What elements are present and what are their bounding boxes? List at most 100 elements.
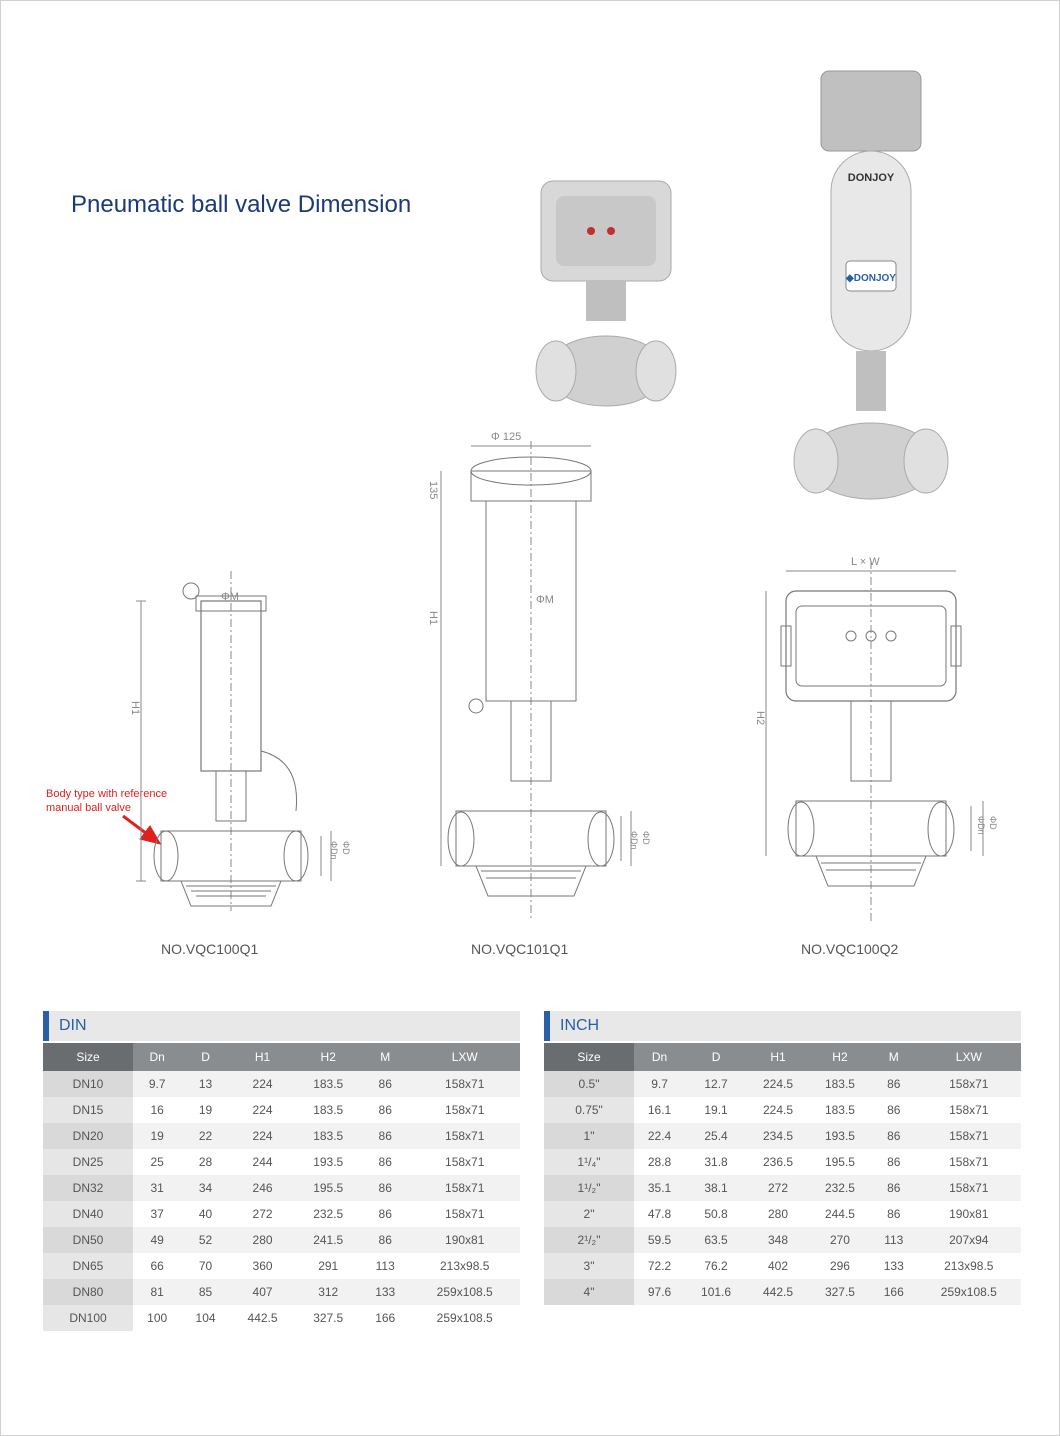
table-cell: 85 xyxy=(181,1279,229,1305)
table-cell: DN15 xyxy=(43,1097,133,1123)
table-cell: 9.7 xyxy=(133,1071,181,1097)
product-photo-1 xyxy=(501,171,711,431)
table-cell: 3" xyxy=(544,1253,634,1279)
table-cell: 442.5 xyxy=(747,1279,809,1305)
table-cell: 97.6 xyxy=(634,1279,685,1305)
table-row: DN201922224183.586158x71 xyxy=(43,1123,520,1149)
table-cell: 280 xyxy=(747,1201,809,1227)
table-cell: 244.5 xyxy=(809,1201,871,1227)
table-cell: 183.5 xyxy=(809,1097,871,1123)
tech-drawing-1 xyxy=(121,551,341,931)
table-cell: 244 xyxy=(230,1149,296,1175)
table-row: 3"72.276.2402296133213x98.5 xyxy=(544,1253,1021,1279)
dim-phi125: Φ 125 xyxy=(491,431,521,443)
table-header: M xyxy=(361,1043,409,1071)
table-cell: 272 xyxy=(230,1201,296,1227)
table-cell: 442.5 xyxy=(230,1305,296,1331)
table-row: 0.75"16.119.1224.5183.586158x71 xyxy=(544,1097,1021,1123)
table-row: 1¹/₄"28.831.8236.5195.586158x71 xyxy=(544,1149,1021,1175)
inch-table: SizeDnDH1H2MLXW 0.5"9.712.7224.5183.5861… xyxy=(544,1043,1021,1305)
table-cell: 207x94 xyxy=(917,1227,1021,1253)
table-cell: DN25 xyxy=(43,1149,133,1175)
table-cell: 38.1 xyxy=(685,1175,747,1201)
table-cell: 158x71 xyxy=(917,1123,1021,1149)
table-cell: 1" xyxy=(544,1123,634,1149)
table-row: 1¹/₂"35.138.1272232.586158x71 xyxy=(544,1175,1021,1201)
table-cell: 86 xyxy=(361,1227,409,1253)
dim-phidn-3: ΦDn xyxy=(976,816,986,835)
table-cell: 158x71 xyxy=(917,1175,1021,1201)
dim-lxw: L × W xyxy=(851,556,880,568)
table-cell: 158x71 xyxy=(409,1201,520,1227)
inch-table-title: INCH xyxy=(544,1011,1021,1041)
table-cell: 158x71 xyxy=(917,1149,1021,1175)
product-photo-2: DONJOY ◆DONJOY xyxy=(761,61,981,521)
table-row: DN808185407312133259x108.5 xyxy=(43,1279,520,1305)
table-cell: 12.7 xyxy=(685,1071,747,1097)
table-cell: DN80 xyxy=(43,1279,133,1305)
table-header: D xyxy=(181,1043,229,1071)
dim-phid-2: ΦD xyxy=(641,831,651,845)
table-cell: DN40 xyxy=(43,1201,133,1227)
table-cell: 19.1 xyxy=(685,1097,747,1123)
dim-h1-2: H1 xyxy=(427,611,439,625)
table-cell: 86 xyxy=(871,1201,917,1227)
table-cell: 224 xyxy=(230,1097,296,1123)
table-cell: 234.5 xyxy=(747,1123,809,1149)
table-cell: DN100 xyxy=(43,1305,133,1331)
table-cell: DN65 xyxy=(43,1253,133,1279)
dim-phid-3: ΦD xyxy=(988,816,998,830)
table-cell: 158x71 xyxy=(917,1071,1021,1097)
table-cell: 35.1 xyxy=(634,1175,685,1201)
table-cell: 296 xyxy=(809,1253,871,1279)
table-header: D xyxy=(685,1043,747,1071)
table-cell: 59.5 xyxy=(634,1227,685,1253)
din-table: SizeDnDH1H2MLXW DN109.713224183.586158x7… xyxy=(43,1043,520,1331)
table-cell: 86 xyxy=(361,1097,409,1123)
table-cell: 166 xyxy=(361,1305,409,1331)
table-cell: 76.2 xyxy=(685,1253,747,1279)
table-cell: 195.5 xyxy=(809,1149,871,1175)
table-row: DN151619224183.586158x71 xyxy=(43,1097,520,1123)
din-table-title: DIN xyxy=(43,1011,520,1041)
svg-text:DONJOY: DONJOY xyxy=(848,172,895,184)
table-header: H1 xyxy=(230,1043,296,1071)
table-cell: 259x108.5 xyxy=(409,1279,520,1305)
table-cell: 232.5 xyxy=(809,1175,871,1201)
table-cell: 224.5 xyxy=(747,1071,809,1097)
tech-drawing-3 xyxy=(741,551,1001,931)
table-cell: 86 xyxy=(871,1123,917,1149)
table-header: LXW xyxy=(917,1043,1021,1071)
table-cell: 100 xyxy=(133,1305,181,1331)
table-cell: 34 xyxy=(181,1175,229,1201)
table-row: 2"47.850.8280244.586190x81 xyxy=(544,1201,1021,1227)
svg-text:◆DONJOY: ◆DONJOY xyxy=(845,273,896,284)
table-cell: 28.8 xyxy=(634,1149,685,1175)
table-cell: DN10 xyxy=(43,1071,133,1097)
table-cell: 224 xyxy=(230,1123,296,1149)
table-cell: 16 xyxy=(133,1097,181,1123)
table-cell: 49 xyxy=(133,1227,181,1253)
table-row: 4"97.6101.6442.5327.5166259x108.5 xyxy=(544,1279,1021,1305)
table-header: H2 xyxy=(295,1043,361,1071)
table-row: DN323134246195.586158x71 xyxy=(43,1175,520,1201)
table-cell: 158x71 xyxy=(409,1123,520,1149)
table-cell: 0.5" xyxy=(544,1071,634,1097)
table-cell: 19 xyxy=(133,1123,181,1149)
table-header: Size xyxy=(544,1043,634,1071)
table-header: Size xyxy=(43,1043,133,1071)
table-row: DN109.713224183.586158x71 xyxy=(43,1071,520,1097)
table-cell: 232.5 xyxy=(295,1201,361,1227)
table-cell: 40 xyxy=(181,1201,229,1227)
table-cell: 190x81 xyxy=(409,1227,520,1253)
table-cell: 86 xyxy=(361,1201,409,1227)
table-cell: 86 xyxy=(871,1097,917,1123)
table-cell: 312 xyxy=(295,1279,361,1305)
table-cell: 16.1 xyxy=(634,1097,685,1123)
table-cell: 101.6 xyxy=(685,1279,747,1305)
table-cell: 158x71 xyxy=(409,1149,520,1175)
table-cell: 1¹/₂" xyxy=(544,1175,634,1201)
inch-table-block: INCH SizeDnDH1H2MLXW 0.5"9.712.7224.5183… xyxy=(544,1011,1021,1331)
table-cell: 63.5 xyxy=(685,1227,747,1253)
table-cell: 236.5 xyxy=(747,1149,809,1175)
